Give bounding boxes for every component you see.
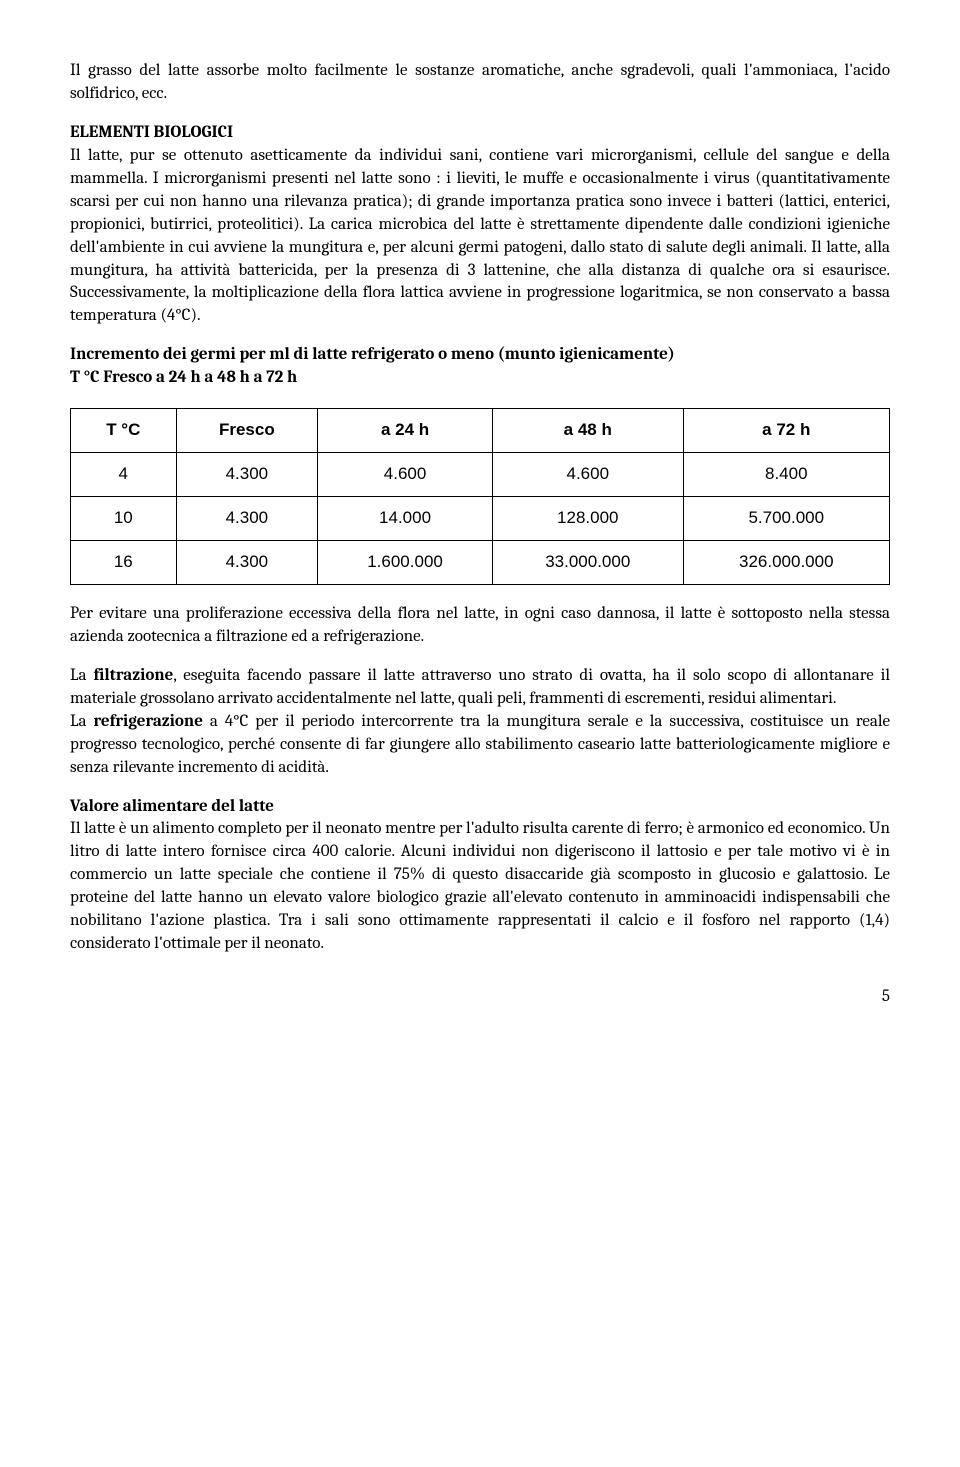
germ-growth-table: T °C Fresco a 24 h a 48 h a 72 h 4 4.300…: [70, 408, 890, 585]
valore-body: Il latte è un alimento completo per il n…: [70, 819, 890, 953]
filtrazione-post: , eseguita facendo passare il latte attr…: [70, 666, 890, 708]
cell: 1.600.000: [318, 541, 493, 585]
col-header: a 48 h: [492, 409, 683, 453]
table-heading-1: Incremento dei germi per ml di latte ref…: [70, 344, 890, 367]
page-number: 5: [70, 986, 890, 1009]
paragraph-after-table: Per evitare una proliferazione eccessiva…: [70, 603, 890, 649]
section-title-valore: Valore alimentare del latte: [70, 797, 274, 816]
cell: 8.400: [683, 453, 889, 497]
paragraph-filtrazione: La filtrazione, eseguita facendo passare…: [70, 665, 890, 780]
cell: 33.000.000: [492, 541, 683, 585]
cell: 14.000: [318, 497, 493, 541]
table-row: 16 4.300 1.600.000 33.000.000 326.000.00…: [71, 541, 890, 585]
col-header: T °C: [71, 409, 177, 453]
table-row: 4 4.300 4.600 4.600 8.400: [71, 453, 890, 497]
cell: 4.300: [176, 453, 318, 497]
col-header: a 72 h: [683, 409, 889, 453]
cell: 4: [71, 453, 177, 497]
paragraph-elementi: ELEMENTI BIOLOGICI Il latte, pur se otte…: [70, 122, 890, 328]
refrigerazione-bold: refrigerazione: [93, 712, 202, 731]
cell: 326.000.000: [683, 541, 889, 585]
cell: 4.600: [318, 453, 493, 497]
table-row: 10 4.300 14.000 128.000 5.700.000: [71, 497, 890, 541]
col-header: Fresco: [176, 409, 318, 453]
table-header-row: T °C Fresco a 24 h a 48 h a 72 h: [71, 409, 890, 453]
cell: 4.600: [492, 453, 683, 497]
refrigerazione-pre: La: [70, 712, 93, 731]
cell: 10: [71, 497, 177, 541]
elementi-body: Il latte, pur se ottenuto asetticamente …: [70, 146, 890, 326]
cell: 4.300: [176, 497, 318, 541]
cell: 16: [71, 541, 177, 585]
filtrazione-bold: filtrazione: [93, 666, 173, 685]
paragraph-valore: Valore alimentare del latte Il latte è u…: [70, 796, 890, 957]
table-heading-2: T °C Fresco a 24 h a 48 h a 72 h: [70, 367, 890, 390]
section-title-elementi: ELEMENTI BIOLOGICI: [70, 123, 233, 142]
cell: 5.700.000: [683, 497, 889, 541]
cell: 128.000: [492, 497, 683, 541]
filtrazione-pre: La: [70, 666, 93, 685]
cell: 4.300: [176, 541, 318, 585]
paragraph-intro: Il grasso del latte assorbe molto facilm…: [70, 60, 890, 106]
col-header: a 24 h: [318, 409, 493, 453]
